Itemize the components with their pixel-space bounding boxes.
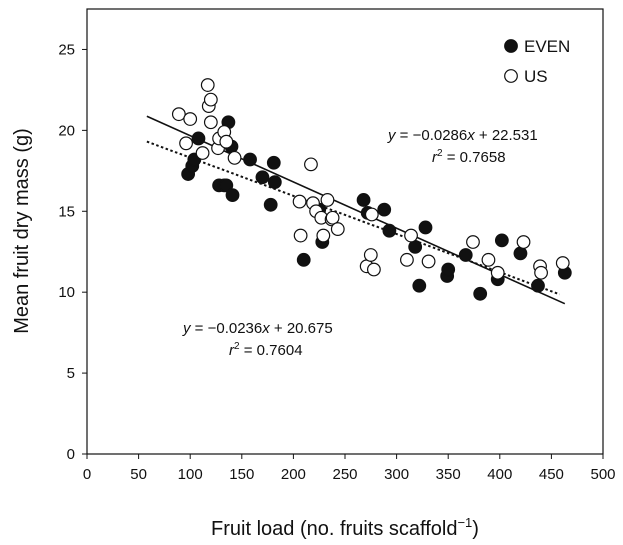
- point-even: [458, 248, 473, 262]
- x-tick-label: 250: [332, 466, 357, 483]
- y-tick-label: 20: [58, 122, 75, 139]
- point-us: [200, 78, 215, 92]
- y-tick-label: 15: [58, 203, 75, 220]
- even-r2-value: = 0.7658: [443, 149, 506, 166]
- point-even: [473, 286, 488, 301]
- point-us: [490, 265, 505, 280]
- y-axis: 0 5 10 15 20 25: [58, 41, 87, 463]
- point-us: [555, 256, 570, 270]
- x-tick-label: 50: [130, 466, 147, 483]
- us-r2-r: r: [229, 342, 235, 359]
- point-us: [466, 235, 480, 249]
- even-r2-r: r: [432, 149, 438, 166]
- fit-line-us: [146, 140, 561, 296]
- point-even: [382, 223, 397, 238]
- us-r2-value: = 0.7604: [240, 342, 303, 359]
- x-tick-label: 400: [487, 466, 512, 483]
- y-tick-label: 25: [58, 41, 75, 58]
- y-tick-label: 0: [67, 446, 75, 463]
- y-axis-title: Mean fruit dry mass (g): [11, 128, 33, 334]
- x-tick-label: 300: [384, 466, 409, 483]
- point-us: [363, 248, 378, 262]
- point-us: [227, 150, 242, 165]
- us-eq-y: y: [182, 320, 192, 337]
- point-us: [534, 265, 548, 280]
- point-even: [263, 197, 278, 212]
- point-us: [219, 134, 234, 149]
- point-us: [330, 222, 345, 236]
- even-eq-intercept: + 22.531: [475, 127, 538, 144]
- point-us: [366, 262, 381, 277]
- legend: EVEN US: [504, 37, 570, 86]
- svg-text:r2 = 0.7658: r2 = 0.7658: [432, 148, 506, 166]
- point-us: [400, 252, 414, 267]
- point-even: [219, 178, 234, 193]
- y-tick-label: 5: [67, 365, 75, 382]
- point-even: [441, 262, 456, 277]
- point-us: [183, 112, 198, 126]
- us-eq-slope: = −0.0236: [191, 320, 263, 337]
- x-tick-label: 200: [281, 466, 306, 483]
- point-even: [225, 188, 240, 202]
- point-even: [255, 170, 270, 185]
- point-even: [377, 202, 392, 217]
- point-even: [408, 239, 423, 254]
- even-eq-y: y: [387, 127, 397, 144]
- us-equation: y = −0.0236x + 20.675 r2 = 0.7604: [182, 320, 333, 359]
- us-eq-intercept: + 20.675: [270, 320, 333, 337]
- even-eq-x: x: [466, 127, 475, 144]
- svg-text:y = −0.0236x + 20.675: y = −0.0236x + 20.675: [182, 320, 333, 337]
- point-even: [267, 175, 282, 190]
- data-points: [171, 78, 572, 301]
- point-even: [356, 193, 371, 207]
- point-us: [325, 210, 340, 225]
- point-us: [195, 146, 210, 160]
- legend-us-label: US: [524, 67, 548, 86]
- point-us: [203, 115, 218, 130]
- svg-text:y = −0.0286x + 22.531: y = −0.0286x + 22.531: [387, 127, 538, 144]
- point-us: [171, 107, 186, 122]
- point-us: [320, 193, 335, 207]
- svg-text:r2 = 0.7604: r2 = 0.7604: [229, 341, 303, 359]
- point-even: [418, 220, 433, 235]
- point-even: [243, 152, 257, 167]
- point-us: [516, 235, 531, 249]
- x-tick-label: 450: [539, 466, 564, 483]
- point-us: [292, 194, 307, 209]
- legend-even-marker: [504, 39, 518, 53]
- point-us: [179, 136, 193, 151]
- legend-even-label: EVEN: [524, 37, 570, 56]
- us-r2-sup: 2: [234, 341, 240, 352]
- point-us: [404, 228, 418, 243]
- even-equation: y = −0.0286x + 22.531 r2 = 0.7658: [387, 127, 538, 166]
- x-tick-label: 350: [436, 466, 461, 483]
- point-us: [293, 228, 308, 243]
- x-tick-label: 500: [590, 466, 615, 483]
- x-tick-label: 150: [229, 466, 254, 483]
- x-tick-label: 100: [178, 466, 203, 483]
- point-us: [304, 157, 318, 172]
- point-even: [531, 278, 545, 293]
- point-even: [513, 246, 528, 261]
- legend-us-marker: [504, 69, 518, 83]
- x-axis-title: Fruit load (no. fruits scaffold−1): [211, 515, 479, 540]
- y-tick-label: 10: [58, 284, 75, 301]
- us-eq-x: x: [261, 320, 270, 337]
- x-tick-label: 0: [83, 466, 91, 483]
- even-eq-slope: = −0.0286: [396, 127, 468, 144]
- point-us: [203, 92, 218, 107]
- point-us: [481, 252, 496, 267]
- point-even: [266, 155, 281, 170]
- point-us: [364, 207, 379, 222]
- point-us: [316, 228, 331, 243]
- even-r2-sup: 2: [437, 148, 443, 159]
- point-even: [296, 252, 311, 267]
- point-even: [494, 233, 509, 248]
- point-even: [412, 278, 427, 293]
- x-axis: 0 50 100 150 200 250 300 350 400 450 500: [83, 454, 616, 483]
- point-even: [191, 131, 206, 146]
- point-us: [421, 254, 436, 269]
